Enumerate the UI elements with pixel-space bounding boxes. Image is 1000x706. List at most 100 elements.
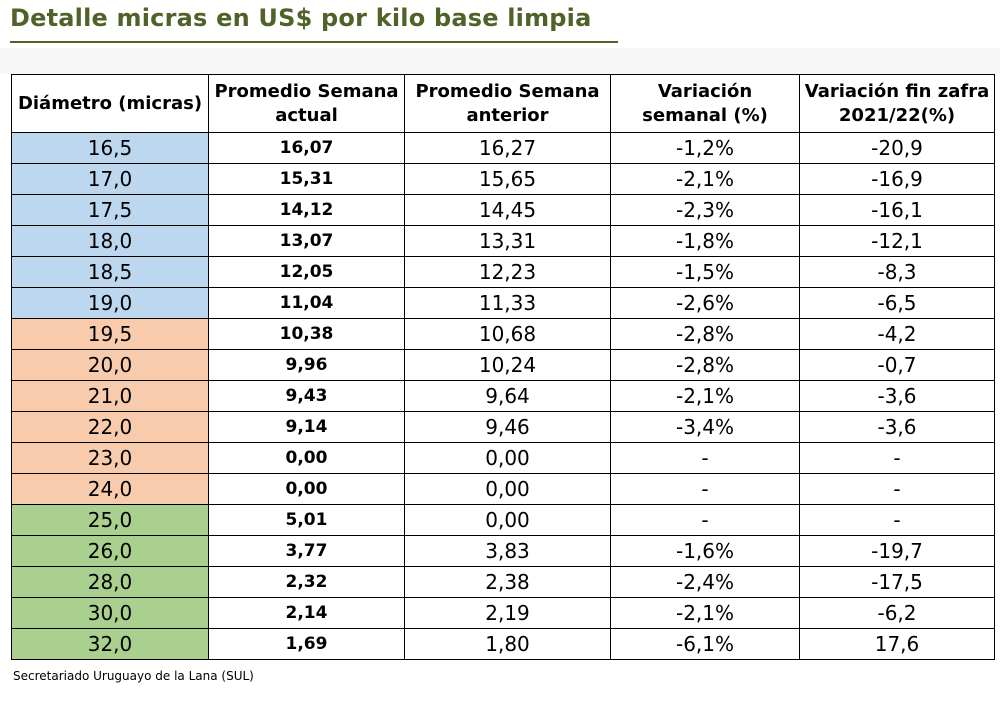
promedio-anterior-cell: 16,27 xyxy=(404,132,611,164)
header-promedio-actual-line2: actual xyxy=(275,104,338,126)
table-row: 20,0 9,96 10,24 -2,8% -0,7 xyxy=(11,349,995,381)
promedio-anterior-cell: 9,64 xyxy=(404,380,611,412)
promedio-anterior-cell: 0,00 xyxy=(404,504,611,536)
variacion-semanal-cell: -2,8% xyxy=(610,349,800,381)
variacion-semanal-cell: -1,5% xyxy=(610,256,800,288)
variacion-semanal-cell: -1,6% xyxy=(610,535,800,567)
diametro-cell: 26,0 xyxy=(11,535,209,567)
promedio-actual-cell: 14,12 xyxy=(208,194,405,226)
promedio-actual-cell: 0,00 xyxy=(208,442,405,474)
promedio-actual-cell: 10,38 xyxy=(208,318,405,350)
promedio-anterior-cell: 1,80 xyxy=(404,628,611,660)
promedio-actual-cell: 3,77 xyxy=(208,535,405,567)
variacion-zafra-cell: -0,7 xyxy=(799,349,995,381)
promedio-actual-cell: 9,14 xyxy=(208,411,405,443)
diametro-cell: 19,0 xyxy=(11,287,209,319)
diametro-cell: 18,0 xyxy=(11,225,209,257)
table-row: 26,0 3,77 3,83 -1,6% -19,7 xyxy=(11,535,995,567)
variacion-semanal-cell: -1,8% xyxy=(610,225,800,257)
promedio-actual-cell: 5,01 xyxy=(208,504,405,536)
promedio-actual-cell: 2,14 xyxy=(208,597,405,629)
variacion-zafra-cell: 17,6 xyxy=(799,628,995,660)
promedio-anterior-cell: 10,68 xyxy=(404,318,611,350)
table-row: 17,0 15,31 15,65 -2,1% -16,9 xyxy=(11,163,995,195)
variacion-zafra-cell: - xyxy=(799,442,995,474)
diametro-cell: 19,5 xyxy=(11,318,209,350)
table-row: 19,5 10,38 10,68 -2,8% -4,2 xyxy=(11,318,995,350)
promedio-anterior-cell: 11,33 xyxy=(404,287,611,319)
diametro-cell: 16,5 xyxy=(11,132,209,164)
variacion-semanal-cell: -6,1% xyxy=(610,628,800,660)
variacion-semanal-cell: -2,6% xyxy=(610,287,800,319)
header-promedio-anterior-line2: anterior xyxy=(466,104,549,126)
page-title: Detalle micras en US$ por kilo base limp… xyxy=(10,4,592,32)
table-row: 25,0 5,01 0,00 - - xyxy=(11,504,995,536)
diametro-cell: 17,5 xyxy=(11,194,209,226)
variacion-semanal-cell: -2,8% xyxy=(610,318,800,350)
variacion-zafra-cell: -8,3 xyxy=(799,256,995,288)
promedio-anterior-cell: 2,38 xyxy=(404,566,611,598)
promedio-anterior-cell: 2,19 xyxy=(404,597,611,629)
promedio-anterior-cell: 0,00 xyxy=(404,473,611,505)
diametro-cell: 20,0 xyxy=(11,349,209,381)
promedio-actual-cell: 9,43 xyxy=(208,380,405,412)
promedio-actual-cell: 0,00 xyxy=(208,473,405,505)
prices-table: Diámetro (micras) Promedio Semana actual … xyxy=(11,74,995,660)
variacion-zafra-cell: -3,6 xyxy=(799,411,995,443)
table-row: 18,5 12,05 12,23 -1,5% -8,3 xyxy=(11,256,995,288)
promedio-actual-cell: 12,05 xyxy=(208,256,405,288)
promedio-anterior-cell: 13,31 xyxy=(404,225,611,257)
header-variacion-zafra: Variación fin zafra 2021/22(%) xyxy=(799,74,995,133)
diametro-cell: 23,0 xyxy=(11,442,209,474)
table-row: 30,0 2,14 2,19 -2,1% -6,2 xyxy=(11,597,995,629)
variacion-semanal-cell: -2,1% xyxy=(610,163,800,195)
header-promedio-actual-line1: Promedio Semana xyxy=(214,80,399,102)
header-variacion-semanal: Variación semanal (%) xyxy=(610,74,800,133)
table-row: 19,0 11,04 11,33 -2,6% -6,5 xyxy=(11,287,995,319)
variacion-semanal-cell: -2,1% xyxy=(610,597,800,629)
promedio-actual-cell: 2,32 xyxy=(208,566,405,598)
title-underline xyxy=(10,41,618,43)
variacion-semanal-cell: -2,4% xyxy=(610,566,800,598)
header-variacion-semanal-line2: semanal (%) xyxy=(642,104,768,126)
promedio-anterior-cell: 10,24 xyxy=(404,349,611,381)
diametro-cell: 22,0 xyxy=(11,411,209,443)
diametro-cell: 17,0 xyxy=(11,163,209,195)
table-row: 23,0 0,00 0,00 - - xyxy=(11,442,995,474)
variacion-semanal-cell: -2,1% xyxy=(610,380,800,412)
promedio-actual-cell: 11,04 xyxy=(208,287,405,319)
table-row: 16,5 16,07 16,27 -1,2% -20,9 xyxy=(11,132,995,164)
diametro-cell: 30,0 xyxy=(11,597,209,629)
promedio-actual-cell: 15,31 xyxy=(208,163,405,195)
variacion-semanal-cell: - xyxy=(610,442,800,474)
header-variacion-semanal-line1: Variación xyxy=(657,80,753,102)
variacion-zafra-cell: - xyxy=(799,473,995,505)
table-row: 28,0 2,32 2,38 -2,4% -17,5 xyxy=(11,566,995,598)
table-row: 24,0 0,00 0,00 - - xyxy=(11,473,995,505)
variacion-zafra-cell: -6,5 xyxy=(799,287,995,319)
variacion-semanal-cell: - xyxy=(610,504,800,536)
diametro-cell: 21,0 xyxy=(11,380,209,412)
variacion-semanal-cell: - xyxy=(610,473,800,505)
table-row: 18,0 13,07 13,31 -1,8% -12,1 xyxy=(11,225,995,257)
promedio-actual-cell: 9,96 xyxy=(208,349,405,381)
variacion-zafra-cell: -12,1 xyxy=(799,225,995,257)
variacion-zafra-cell: - xyxy=(799,504,995,536)
promedio-anterior-cell: 3,83 xyxy=(404,535,611,567)
variacion-zafra-cell: -20,9 xyxy=(799,132,995,164)
header-diametro-label: Diámetro (micras) xyxy=(17,92,203,114)
source-note: Secretariado Uruguayo de la Lana (SUL) xyxy=(13,669,254,683)
header-diametro: Diámetro (micras) xyxy=(11,74,209,133)
diametro-cell: 24,0 xyxy=(11,473,209,505)
promedio-actual-cell: 13,07 xyxy=(208,225,405,257)
table-row: 17,5 14,12 14,45 -2,3% -16,1 xyxy=(11,194,995,226)
variacion-semanal-cell: -2,3% xyxy=(610,194,800,226)
variacion-zafra-cell: -16,9 xyxy=(799,163,995,195)
variacion-zafra-cell: -3,6 xyxy=(799,380,995,412)
variacion-zafra-cell: -19,7 xyxy=(799,535,995,567)
variacion-semanal-cell: -3,4% xyxy=(610,411,800,443)
variacion-semanal-cell: -1,2% xyxy=(610,132,800,164)
variacion-zafra-cell: -4,2 xyxy=(799,318,995,350)
promedio-anterior-cell: 15,65 xyxy=(404,163,611,195)
variacion-zafra-cell: -17,5 xyxy=(799,566,995,598)
